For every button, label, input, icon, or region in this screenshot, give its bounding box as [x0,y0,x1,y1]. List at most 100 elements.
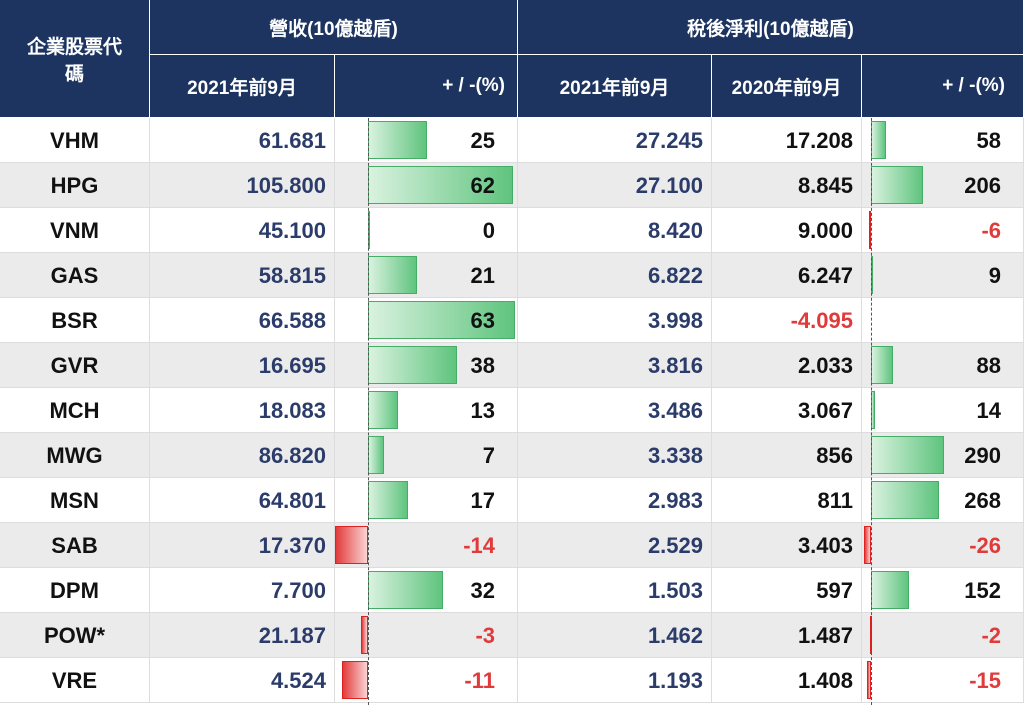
table-row [0,388,1024,433]
value-cell: -14 [335,523,518,568]
data-bar [368,571,443,609]
value-cell: 8.420 [518,208,712,253]
header-profit-2021: 2021年前9月 [518,55,712,118]
value-cell: -4.095 [712,298,862,343]
value-cell: 66.588 [150,298,335,343]
value-cell: 32 [335,568,518,613]
value-cell: 3.403 [712,523,862,568]
data-bar [368,256,418,294]
value-cell: -6 [862,208,1024,253]
table-row [0,118,1024,163]
value-cell: 63 [335,298,518,343]
ticker-cell: MSN [0,478,150,523]
value-cell: 105.800 [150,163,335,208]
value-cell: 38 [335,343,518,388]
value-cell: 2.529 [518,523,712,568]
value-cell: 1.462 [518,613,712,658]
value-cell: 16.695 [150,343,335,388]
value-cell: 1.487 [712,613,862,658]
value-cell: 8.845 [712,163,862,208]
ticker-cell: MCH [0,388,150,433]
value-cell: -3 [335,613,518,658]
table-row [0,658,1024,703]
data-bar [871,571,910,609]
header-revenue-2021: 2021年前9月 [150,55,335,118]
value-cell: 6.822 [518,253,712,298]
data-bar [368,121,427,159]
data-bar [368,391,399,429]
value-cell: 45.100 [150,208,335,253]
value-cell: -15 [862,658,1024,703]
header-revenue: 營收(10億越盾) [150,0,518,55]
value-cell: 1.503 [518,568,712,613]
data-bar [867,661,871,699]
axis-line [871,118,872,705]
value-cell: 27.100 [518,163,712,208]
value-cell: 88 [862,343,1024,388]
ticker-cell: MWG [0,433,150,478]
value-cell: 14 [862,388,1024,433]
data-bar [368,166,514,204]
value-cell: 2.033 [712,343,862,388]
value-cell: 3.067 [712,388,862,433]
table-row [0,568,1024,613]
table-row [0,253,1024,298]
value-cell: 7 [335,433,518,478]
value-cell: 856 [712,433,862,478]
value-cell: 811 [712,478,862,523]
ticker-cell: POW* [0,613,150,658]
data-bar [869,211,872,249]
ticker-cell: BSR [0,298,150,343]
table-row [0,208,1024,253]
ticker-cell: DPM [0,568,150,613]
value-cell: 7.700 [150,568,335,613]
data-bar [368,346,457,384]
value-cell: 21 [335,253,518,298]
ticker-cell: VNM [0,208,150,253]
value-cell [862,298,1024,343]
value-cell: 18.083 [150,388,335,433]
table-row [0,523,1024,568]
data-bar [360,616,368,654]
value-cell: 1.193 [518,658,712,703]
value-cell: 0 [335,208,518,253]
header-revenue-change: + / -(%) [335,55,518,118]
data-bar [864,526,871,564]
table-row [0,478,1024,523]
header-profit-2020: 2020年前9月 [712,55,862,118]
value-cell: 27.245 [518,118,712,163]
value-cell: 597 [712,568,862,613]
ticker-cell: SAB [0,523,150,568]
value-cell: 17.370 [150,523,335,568]
value-cell: 17.208 [712,118,862,163]
ticker-cell: GVR [0,343,150,388]
table-row [0,613,1024,658]
value-cell: 64.801 [150,478,335,523]
value-cell: 3.998 [518,298,712,343]
value-cell: 152 [862,568,1024,613]
value-cell: 17 [335,478,518,523]
data-bar [335,526,368,564]
ticker-cell: HPG [0,163,150,208]
value-cell: 290 [862,433,1024,478]
value-cell: 6.247 [712,253,862,298]
value-cell: 3.486 [518,388,712,433]
value-cell: 4.524 [150,658,335,703]
value-cell: 13 [335,388,518,433]
header-profit-change: + / -(%) [862,55,1024,118]
ticker-cell: VHM [0,118,150,163]
value-cell: 9 [862,253,1024,298]
data-bar [871,166,923,204]
data-bar [368,301,516,339]
value-cell: 58 [862,118,1024,163]
value-cell: 2.983 [518,478,712,523]
value-cell: 268 [862,478,1024,523]
axis-line [368,118,369,705]
table-row [0,433,1024,478]
ticker-cell: GAS [0,253,150,298]
value-cell: 206 [862,163,1024,208]
value-cell: 58.815 [150,253,335,298]
value-cell: 25 [335,118,518,163]
header-code: 企業股票代碼 [0,0,150,118]
